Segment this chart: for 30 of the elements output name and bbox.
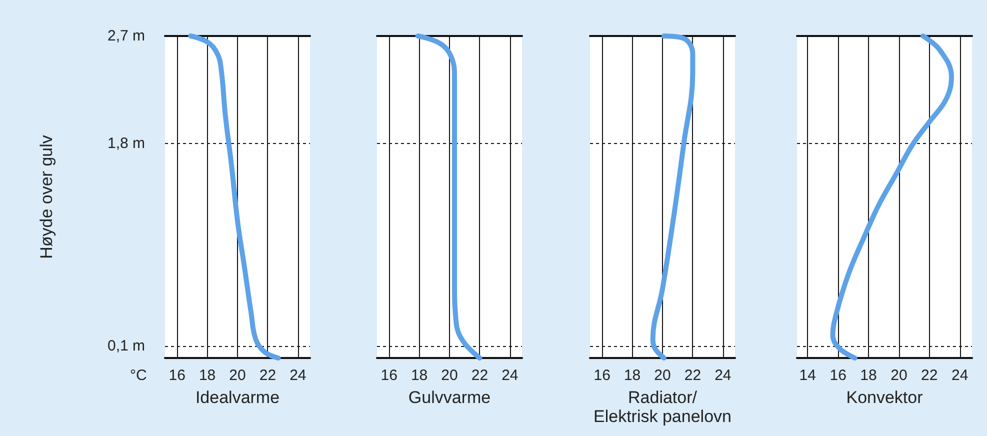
y-tick-label: 0,1 m <box>107 338 145 355</box>
x-tick-label: 22 <box>684 367 702 384</box>
x-tick-label: 18 <box>624 367 641 384</box>
x-tick-label: 22 <box>921 367 938 384</box>
x-tick-label: 22 <box>471 367 488 384</box>
x-axis-title: Konvektor <box>846 388 924 407</box>
x-tick-label: 20 <box>229 367 246 384</box>
x-axis-title: Radiator/ Elektrisk panelovn <box>594 388 732 426</box>
x-tick-label: 18 <box>410 367 428 384</box>
x-tick-label: 18 <box>860 367 877 384</box>
x-tick-label: 20 <box>441 367 458 384</box>
x-tick-label: 16 <box>168 367 186 384</box>
x-axis-title: Idealvarme <box>195 388 280 407</box>
x-tick-label: 14 <box>799 367 816 384</box>
y-tick-label: 1,8 m <box>107 134 145 152</box>
x-tick-label: 16 <box>830 367 846 384</box>
x-tick-label: 22 <box>259 367 276 384</box>
x-axis-title: Gulvvarme <box>408 388 491 407</box>
x-tick-label: 24 <box>714 367 732 384</box>
x-tick-label: 24 <box>290 367 306 384</box>
text: °C <box>130 367 147 384</box>
x-tick-label: 16 <box>380 367 398 384</box>
x-tick-label: 20 <box>890 367 908 384</box>
x-tick-label: 24 <box>951 367 968 384</box>
y-axis-title: Høyde over gulv <box>37 134 56 259</box>
x-tick-label: 18 <box>198 367 216 384</box>
y-tick-label: 2,7 m <box>107 28 145 44</box>
x-tick-label: 16 <box>594 367 610 384</box>
x-tick-label: 24 <box>502 367 518 384</box>
x-tick-label: 20 <box>654 367 671 384</box>
